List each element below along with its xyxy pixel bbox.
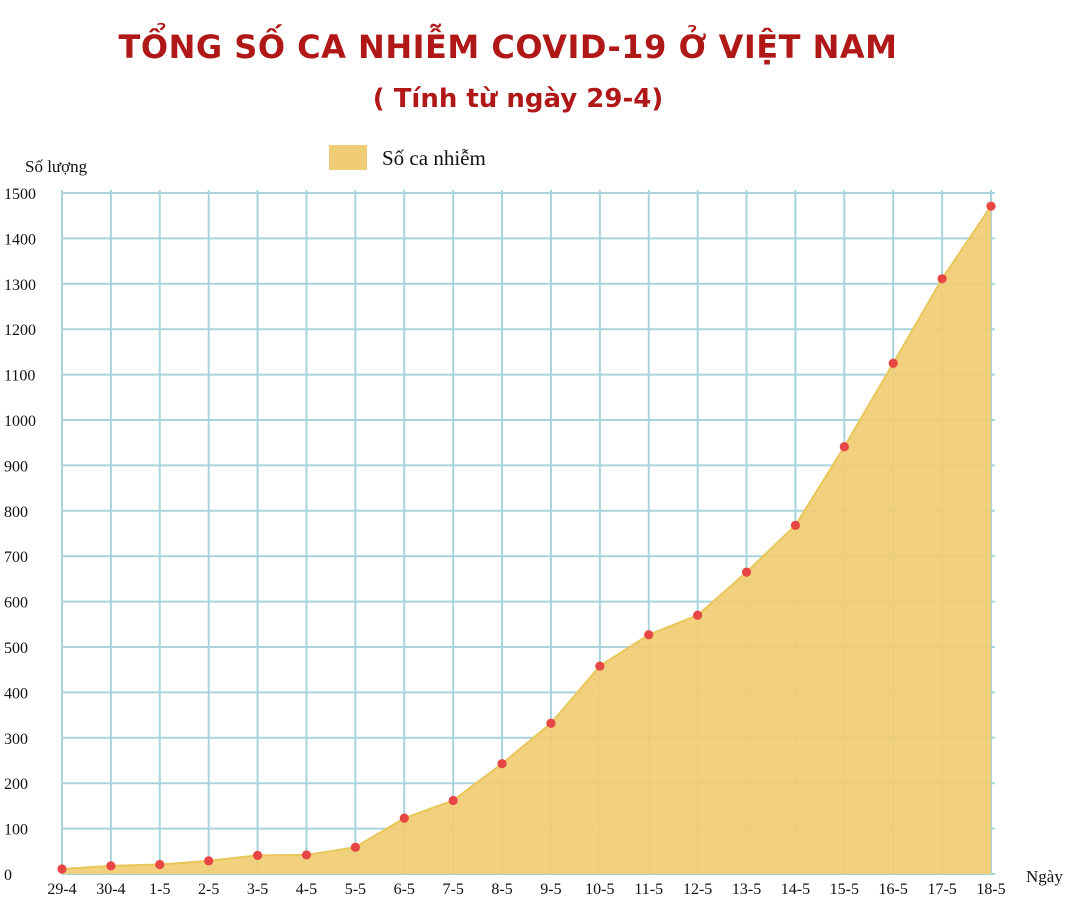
chart-title: TỔNG SỐ CA NHIỄM COVID-19 Ở VIỆT NAM xyxy=(118,28,898,66)
data-point xyxy=(301,850,312,860)
data-point xyxy=(741,567,752,577)
data-points xyxy=(57,201,996,874)
data-point xyxy=(986,201,996,211)
y-tick-label: 1300 xyxy=(4,277,36,294)
data-point xyxy=(497,759,507,769)
y-axis-label: Số lượng xyxy=(25,157,88,176)
legend-label: Số ca nhiễm xyxy=(382,146,486,170)
x-tick-label: 2-5 xyxy=(198,881,219,898)
x-tick-label: 10-5 xyxy=(585,881,614,898)
x-tick-label: 29-4 xyxy=(47,881,76,898)
x-tick-labels: 29-4 30-4 1-5 2-5 3-5 4-5 5-5 6-5 7-5 8-5 9-5 10-5 1… xyxy=(47,881,1005,898)
y-tick-label: 0 xyxy=(4,867,12,884)
data-point xyxy=(790,520,801,530)
legend: Số ca nhiễm xyxy=(329,145,486,170)
x-tick-label: 11-5 xyxy=(634,881,663,898)
y-tick-label: 300 xyxy=(4,731,28,748)
x-axis-label: Ngày xyxy=(1026,867,1063,886)
y-tick-label: 500 xyxy=(4,640,28,657)
y-tick-label: 100 xyxy=(4,822,28,839)
data-point xyxy=(155,859,165,870)
series-area xyxy=(62,206,991,874)
data-point xyxy=(937,274,947,284)
y-tick-label: 1400 xyxy=(4,231,36,248)
y-tick-label: 1200 xyxy=(4,322,36,339)
data-point xyxy=(57,864,67,874)
x-tick-label: 8-5 xyxy=(491,881,512,898)
x-tick-label: 4-5 xyxy=(296,881,317,898)
data-point xyxy=(350,842,360,852)
data-point xyxy=(839,442,849,452)
y-tick-label: 600 xyxy=(4,595,28,612)
chart-subtitle: ( Tính từ ngày 29-4) xyxy=(372,84,664,114)
x-tick-label: 17-5 xyxy=(927,881,956,898)
y-tick-labels: 0 100 200 300 400 500 600 700 800 900 1000 1100 1200… xyxy=(4,186,36,884)
x-tick-label: 9-5 xyxy=(540,881,561,898)
data-point xyxy=(595,661,605,671)
x-tick-label: 12-5 xyxy=(683,881,712,898)
x-tick-label: 7-5 xyxy=(442,881,463,898)
data-point xyxy=(546,718,556,728)
x-tick-label: 16-5 xyxy=(879,881,908,898)
data-point xyxy=(888,358,898,368)
x-tick-label: 30-4 xyxy=(96,881,125,898)
x-tick-label: 13-5 xyxy=(732,881,761,898)
y-tick-label: 200 xyxy=(4,776,28,793)
x-tick-label: 14-5 xyxy=(781,881,810,898)
x-tick-label: 1-5 xyxy=(149,881,170,898)
x-tick-label: 3-5 xyxy=(247,881,268,898)
x-tick-label: 15-5 xyxy=(830,881,859,898)
y-tick-label: 1500 xyxy=(4,186,36,203)
legend-swatch xyxy=(329,145,367,170)
data-point xyxy=(204,856,214,866)
y-tick-label: 400 xyxy=(4,685,28,702)
y-tick-label: 800 xyxy=(4,504,28,521)
data-point xyxy=(644,630,654,640)
data-point xyxy=(693,610,703,620)
data-point xyxy=(106,861,116,871)
series-line xyxy=(61,205,992,871)
data-point xyxy=(252,850,263,860)
x-tick-label: 6-5 xyxy=(394,881,415,898)
x-tick-label: 5-5 xyxy=(345,881,366,898)
y-tick-label: 1100 xyxy=(4,368,35,385)
data-point xyxy=(448,795,458,806)
x-tick-label: 18-5 xyxy=(976,881,1005,898)
y-tick-label: 1000 xyxy=(4,413,36,430)
y-tick-label: 700 xyxy=(4,549,28,566)
data-point xyxy=(399,813,409,823)
y-tick-label: 900 xyxy=(4,458,28,475)
